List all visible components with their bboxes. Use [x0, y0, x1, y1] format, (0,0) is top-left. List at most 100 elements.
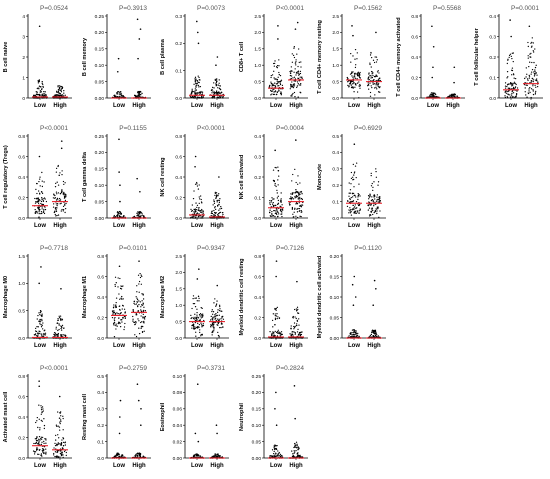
- data-point: [43, 181, 45, 183]
- y-tick-label: 1.0: [18, 281, 25, 287]
- data-point: [218, 209, 220, 211]
- data-point: [512, 86, 515, 89]
- data-point: [142, 455, 144, 457]
- data-point: [279, 205, 281, 207]
- data-point: [215, 304, 218, 306]
- y-tick-label: 0.0: [97, 456, 104, 462]
- data-point: [217, 331, 219, 334]
- data-point: [299, 76, 301, 78]
- data-point: [56, 425, 58, 427]
- data-point: [200, 306, 202, 309]
- data-point: [134, 323, 136, 325]
- data-point: [137, 214, 140, 216]
- data-point: [530, 79, 532, 82]
- data-point: [200, 333, 202, 336]
- data-point: [298, 202, 300, 204]
- data-point: [195, 89, 198, 91]
- outlier-point: [197, 42, 200, 45]
- data-point: [294, 215, 297, 217]
- data-point: [348, 80, 350, 82]
- data-point: [531, 68, 534, 71]
- data-point: [298, 198, 300, 200]
- data-point: [367, 77, 369, 80]
- data-point: [198, 326, 200, 328]
- data-point: [375, 56, 378, 58]
- data-point: [218, 193, 220, 195]
- data-point: [36, 183, 38, 185]
- data-point: [120, 95, 122, 97]
- data-point: [120, 285, 123, 288]
- data-point: [378, 199, 380, 201]
- data-point: [64, 442, 66, 444]
- data-point: [194, 313, 196, 315]
- data-point: [61, 170, 63, 172]
- data-point: [349, 197, 351, 200]
- p-value: P<0.0001: [40, 125, 68, 132]
- data-point: [351, 336, 353, 338]
- data-point: [140, 325, 143, 327]
- data-point: [57, 184, 60, 186]
- data-point: [297, 334, 299, 336]
- data-point: [44, 332, 47, 334]
- data-point: [299, 84, 301, 86]
- data-point: [196, 453, 198, 456]
- data-point: [350, 84, 352, 86]
- data-point: [353, 330, 356, 332]
- data-point: [292, 54, 294, 57]
- data-point: [275, 313, 278, 315]
- data-point: [372, 200, 374, 202]
- data-point: [271, 198, 274, 200]
- data-point: [276, 80, 278, 82]
- y-axis-label: Macrophage M2: [160, 276, 166, 318]
- data-point: [277, 329, 279, 331]
- data-point: [117, 312, 119, 315]
- data-point: [59, 193, 61, 195]
- data-point: [218, 335, 220, 337]
- data-point: [53, 335, 56, 337]
- data-point: [139, 309, 141, 311]
- y-tick-label: 0.0: [254, 336, 261, 342]
- data-point: [268, 209, 271, 211]
- data-point: [62, 456, 64, 459]
- data-point: [32, 450, 35, 452]
- data-point: [507, 93, 509, 96]
- data-point: [114, 276, 116, 278]
- data-point: [371, 196, 373, 198]
- data-point: [63, 95, 65, 97]
- data-point: [196, 183, 198, 185]
- data-point: [196, 314, 198, 316]
- data-point: [367, 82, 369, 84]
- data-point: [372, 189, 374, 192]
- data-point: [137, 300, 139, 302]
- data-point: [121, 95, 123, 97]
- data-point: [137, 283, 139, 285]
- data-point: [534, 69, 536, 71]
- data-point: [53, 211, 55, 214]
- data-point: [288, 333, 291, 335]
- data-point: [117, 277, 119, 279]
- data-point: [359, 208, 361, 210]
- data-point: [56, 214, 58, 217]
- data-point: [55, 328, 57, 330]
- data-point: [531, 37, 533, 39]
- p-value: P=0.2824: [275, 365, 303, 372]
- data-point: [112, 324, 115, 326]
- data-point: [138, 454, 140, 457]
- data-point: [351, 200, 353, 203]
- data-point: [220, 207, 223, 210]
- data-point: [199, 86, 202, 88]
- data-point: [453, 94, 455, 96]
- data-point: [375, 203, 377, 206]
- data-point: [350, 196, 352, 199]
- data-point: [273, 307, 276, 310]
- data-point: [193, 211, 195, 213]
- data-point: [44, 198, 46, 200]
- data-point: [115, 297, 117, 299]
- data-point: [378, 196, 381, 198]
- data-point: [355, 64, 357, 66]
- data-point: [141, 293, 144, 295]
- data-point: [278, 317, 280, 320]
- data-point: [139, 91, 141, 93]
- data-point: [120, 213, 122, 215]
- data-point: [40, 419, 42, 422]
